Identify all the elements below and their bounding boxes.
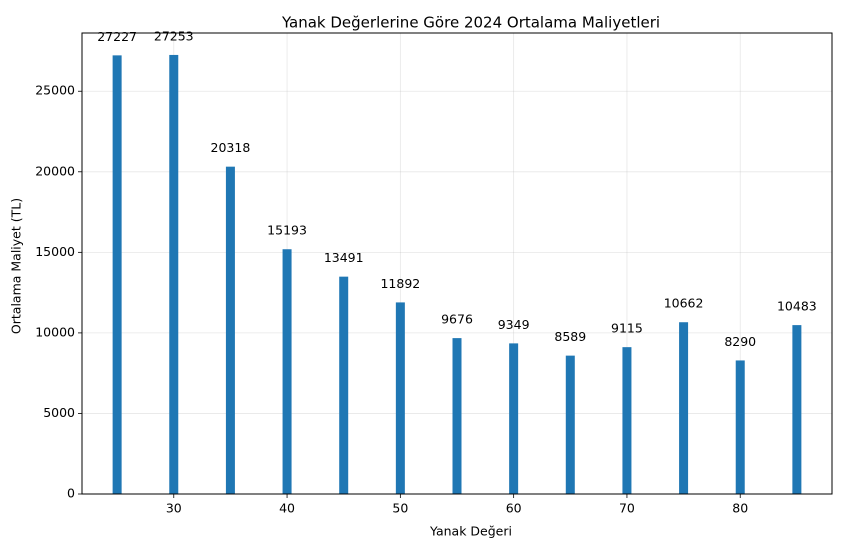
- bar: [452, 338, 462, 494]
- bar-value-label: 8589: [554, 329, 586, 344]
- bar: [169, 54, 179, 494]
- y-tick-label: 25000: [35, 83, 75, 98]
- bar: [735, 360, 745, 494]
- y-tick-label: 10000: [35, 324, 75, 339]
- bar: [282, 249, 292, 494]
- x-tick-label: 50: [392, 501, 408, 516]
- bar: [339, 276, 349, 494]
- x-tick-label: 60: [506, 501, 522, 516]
- bar-value-label: 8290: [724, 334, 756, 349]
- plot-frame: [81, 32, 833, 495]
- y-tick-label: 5000: [43, 405, 75, 420]
- x-tick-label: 30: [166, 501, 182, 516]
- x-axis-ticks: 30 40 50 60 70 80: [166, 494, 748, 516]
- bar-value-label: 13491: [324, 250, 364, 265]
- bar-value-label: 11892: [380, 276, 420, 291]
- bar: [225, 166, 235, 494]
- y-tick-label: 0: [67, 486, 75, 501]
- data-labels-group: 27227 27253 20318 15193 13491 11892 9676 9349 85…: [97, 28, 817, 349]
- bar: [792, 325, 802, 494]
- y-tick-label: 15000: [35, 244, 75, 259]
- bar-value-label: 10662: [664, 296, 704, 311]
- x-axis-label: Yanak Değeri: [429, 524, 512, 539]
- bar: [679, 322, 689, 494]
- bar-value-label: 9115: [611, 321, 643, 336]
- bar: [509, 343, 519, 494]
- chart-title: Yanak Değerlerine Göre 2024 Ortalama Mal…: [281, 14, 660, 32]
- bar-value-label: 10483: [777, 299, 817, 314]
- bar-value-label: 27253: [154, 28, 194, 43]
- bar-value-label: 27227: [97, 29, 137, 44]
- x-tick-label: 40: [279, 501, 295, 516]
- x-tick-label: 80: [732, 501, 748, 516]
- bars-group: [112, 54, 802, 495]
- bar-value-label: 9349: [498, 317, 530, 332]
- y-tick-label: 20000: [35, 163, 75, 178]
- bar-value-label: 20318: [211, 140, 251, 155]
- bar: [565, 355, 575, 494]
- bar-value-label: 15193: [267, 223, 307, 238]
- bar-value-label: 9676: [441, 312, 473, 327]
- y-axis-ticks: 0 5000 10000 15000 20000 25000: [35, 83, 82, 501]
- y-axis-label: Ortalama Maliyet (TL): [9, 198, 24, 334]
- x-tick-label: 70: [619, 501, 635, 516]
- bar: [395, 302, 405, 494]
- bar: [622, 347, 632, 494]
- bar: [112, 55, 122, 495]
